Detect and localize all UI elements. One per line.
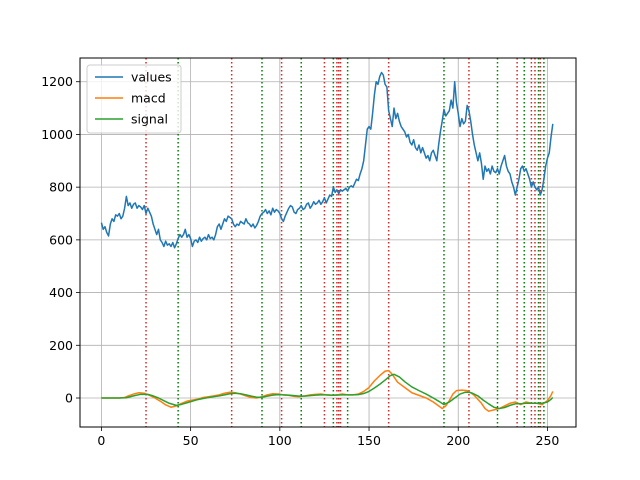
legend: values macd signal bbox=[86, 64, 182, 134]
y-tick-label: 600 bbox=[49, 232, 73, 247]
series-line-values bbox=[100, 71, 554, 249]
x-tick-label: 50 bbox=[183, 433, 199, 448]
legend-box bbox=[86, 64, 182, 134]
x-tick-label: 200 bbox=[446, 433, 470, 448]
x-tick-label: 0 bbox=[97, 433, 105, 448]
y-tick-label: 400 bbox=[49, 285, 73, 300]
x-tick-label: 150 bbox=[357, 433, 381, 448]
series-line-signal bbox=[101, 373, 554, 410]
y-tick-label: 1200 bbox=[41, 74, 73, 89]
y-tick-label: 0 bbox=[65, 391, 73, 406]
y-tick-label: 200 bbox=[49, 338, 73, 353]
signal-vertical-lines bbox=[145, 58, 545, 427]
legend-label-values: values bbox=[131, 70, 172, 85]
series-lines bbox=[100, 71, 554, 412]
axis-ticks: 0 50 100 150 200 250 0 200 400 600 800 1000 1200 bbox=[41, 74, 559, 448]
y-tick-label: 800 bbox=[49, 180, 73, 195]
y-tick-label: 1000 bbox=[41, 127, 73, 142]
x-tick-label: 100 bbox=[268, 433, 292, 448]
legend-label-macd: macd bbox=[131, 91, 166, 106]
legend-label-signal: signal bbox=[131, 112, 168, 127]
plot-frame bbox=[79, 57, 577, 428]
x-tick-label: 250 bbox=[536, 433, 560, 448]
